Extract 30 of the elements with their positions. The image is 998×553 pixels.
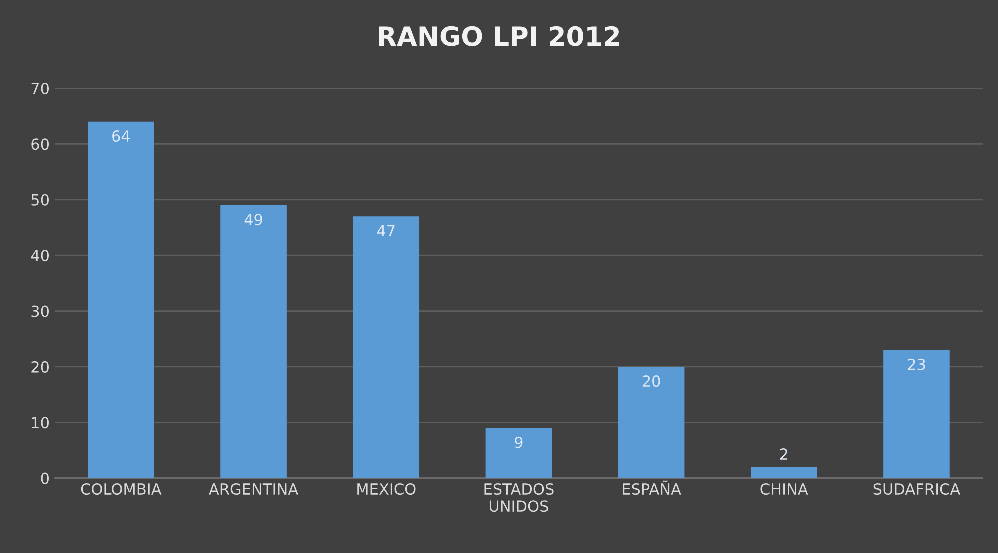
- chart-title: RANGO LPI 2012: [379, 26, 620, 46]
- bar: [220, 205, 287, 478]
- y-tick-label: 30: [32, 306, 50, 318]
- x-tick-label: MEXICO: [358, 483, 416, 496]
- data-label: 47: [377, 225, 395, 237]
- x-tick-label: COLOMBIA: [81, 483, 162, 496]
- x-tick-label: ESTADOS UNIDOS: [484, 483, 554, 512]
- data-label: 20: [642, 376, 660, 388]
- data-label: 23: [908, 358, 926, 370]
- bar: [618, 366, 685, 478]
- x-tick-label: SUDAFRICA: [874, 483, 961, 496]
- bar: [88, 122, 154, 478]
- y-tick-label: 40: [31, 250, 50, 262]
- y-tick-label: 70: [32, 82, 50, 94]
- data-label: 9: [515, 436, 523, 448]
- data-label: 2: [780, 448, 788, 460]
- y-tick-label: 50: [32, 194, 50, 206]
- x-tick-label: ESPAÑA: [623, 480, 682, 496]
- y-tick-label: 60: [32, 138, 50, 150]
- bar: [750, 467, 818, 478]
- data-label: 64: [112, 130, 130, 142]
- y-tick-label: 10: [32, 417, 50, 429]
- bar: [486, 428, 552, 478]
- y-tick-label: 20: [32, 361, 50, 373]
- bar: [884, 350, 950, 478]
- data-label: 49: [244, 214, 262, 226]
- bar: [353, 216, 420, 478]
- x-tick-label: CHINA: [760, 483, 808, 496]
- y-tick-label: 0: [41, 472, 50, 484]
- x-tick-label: ARGENTINA: [209, 483, 298, 496]
